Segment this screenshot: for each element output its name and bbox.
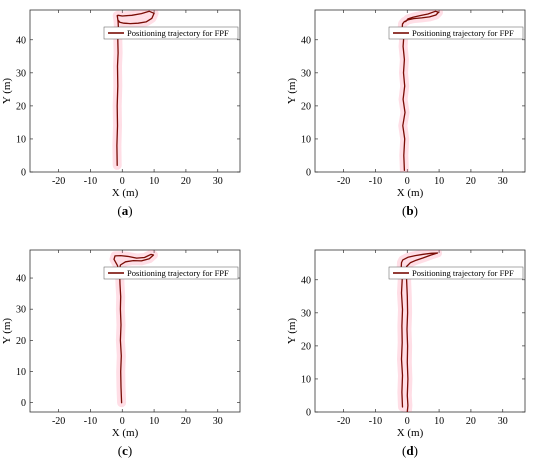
x-tick-label: 10 <box>434 176 444 187</box>
trajectory-line <box>113 253 155 404</box>
panel-caption: (d) <box>402 443 418 458</box>
plot-content <box>397 10 443 172</box>
x-tick-label: 20 <box>466 416 476 427</box>
trajectory-line <box>400 252 439 412</box>
y-tick-label: 0 <box>306 168 311 179</box>
x-tick-label: 20 <box>466 176 476 187</box>
y-tick-label: 30 <box>301 308 311 319</box>
panel-caption: (b) <box>402 203 418 218</box>
x-tick-label: 20 <box>181 416 191 427</box>
y-tick-label: 40 <box>16 274 26 285</box>
plot-content <box>396 250 442 412</box>
y-tick-label: 10 <box>16 367 26 378</box>
caption-close: ) <box>414 443 418 458</box>
x-tick-label: 0 <box>405 416 410 427</box>
panel-a: -20 -10 0 10 20 30 0 10 20 30 40 X (m) Y (m) Position… <box>1 9 241 218</box>
x-tick-label: 30 <box>213 176 223 187</box>
panel-d: -20 -10 0 10 20 30 0 10 20 30 40 X (m) Y (m) Position… <box>286 249 526 458</box>
y-tick-label: 40 <box>16 35 26 46</box>
x-axis-label: X (m) <box>397 187 424 199</box>
caption-letter: a <box>122 203 129 218</box>
x-tick-label: -10 <box>84 416 97 427</box>
y-tick-label: 10 <box>301 374 311 385</box>
caption-open: ( <box>402 443 406 458</box>
y-tick-label: 0 <box>21 398 26 409</box>
caption-close: ) <box>414 203 418 218</box>
trajectory-line <box>116 10 155 167</box>
panel-c: -20 -10 0 10 20 30 0 10 20 30 40 X (m) Y (m) Position… <box>1 249 241 458</box>
legend-box <box>103 266 239 280</box>
y-axis-label: Y (m) <box>1 78 13 105</box>
y-tick-label: 30 <box>301 68 311 79</box>
y-tick-label: 20 <box>16 101 26 112</box>
legend: Positioning trajectory for FPF <box>388 26 524 40</box>
y-tick-label: 40 <box>301 35 311 46</box>
y-tick-label: 0 <box>306 408 311 419</box>
caption-close: ) <box>128 443 132 458</box>
legend: Positioning trajectory for FPF <box>103 266 239 280</box>
x-axis-label: X (m) <box>112 427 139 439</box>
plot-content <box>112 10 159 170</box>
legend-label: Positioning trajectory for FPF <box>127 28 229 38</box>
caption-close: ) <box>128 203 132 218</box>
y-axis-label: Y (m) <box>1 318 13 345</box>
panel-b: -20 -10 0 10 20 30 0 10 20 30 40 X (m) Y (m) Position… <box>286 9 526 218</box>
y-tick-label: 20 <box>16 336 26 347</box>
x-tick-label: 0 <box>120 176 125 187</box>
legend-label: Positioning trajectory for FPF <box>127 268 229 278</box>
x-tick-label: 10 <box>434 416 444 427</box>
y-axis-label: Y (m) <box>286 318 298 345</box>
x-tick-label: 20 <box>181 176 191 187</box>
plot-content <box>109 250 158 408</box>
y-tick-label: 10 <box>16 134 26 145</box>
panel-caption: (a) <box>117 203 132 218</box>
x-tick-label: -10 <box>84 176 97 187</box>
x-tick-label: -20 <box>52 176 65 187</box>
panel-caption: (c) <box>118 443 132 458</box>
x-tick-label: -20 <box>337 176 350 187</box>
legend: Positioning trajectory for FPF <box>103 26 239 40</box>
y-tick-label: 30 <box>16 68 26 79</box>
caption-letter: d <box>406 443 414 458</box>
trajectory-line <box>401 10 440 171</box>
y-tick-label: 10 <box>301 134 311 145</box>
legend-box <box>388 26 524 40</box>
legend-box <box>103 26 239 40</box>
x-tick-label: -20 <box>52 416 65 427</box>
legend-box <box>388 266 524 280</box>
caption-open: ( <box>118 443 122 458</box>
y-tick-label: 40 <box>301 275 311 286</box>
x-tick-label: 30 <box>498 176 508 187</box>
x-tick-label: 10 <box>149 176 159 187</box>
x-tick-label: 10 <box>149 416 159 427</box>
legend: Positioning trajectory for FPF <box>388 266 524 280</box>
caption-open: ( <box>402 203 406 218</box>
x-tick-label: 0 <box>405 176 410 187</box>
legend-label: Positioning trajectory for FPF <box>412 28 514 38</box>
x-tick-label: -20 <box>337 416 350 427</box>
x-axis-label: X (m) <box>397 427 424 439</box>
y-axis-label: Y (m) <box>286 78 298 105</box>
x-tick-label: 0 <box>120 416 125 427</box>
caption-open: ( <box>117 203 121 218</box>
x-tick-label: 30 <box>498 416 508 427</box>
caption-letter: c <box>122 443 128 458</box>
caption-letter: b <box>406 203 413 218</box>
legend-label: Positioning trajectory for FPF <box>412 268 514 278</box>
x-tick-label: 30 <box>213 416 223 427</box>
y-tick-label: 30 <box>16 305 26 316</box>
x-axis-label: X (m) <box>112 187 139 199</box>
y-tick-label: 20 <box>301 101 311 112</box>
y-tick-label: 20 <box>301 341 311 352</box>
y-tick-label: 0 <box>21 168 26 179</box>
x-tick-label: -10 <box>369 176 382 187</box>
x-tick-label: -10 <box>369 416 382 427</box>
